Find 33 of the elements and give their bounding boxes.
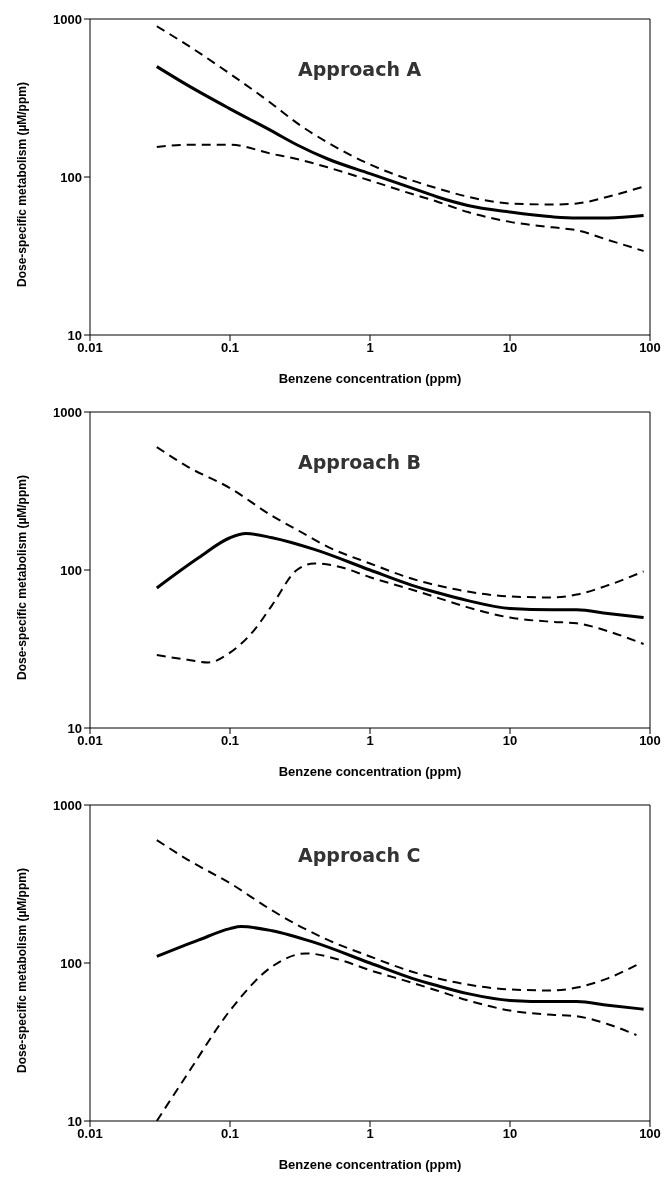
x-tick-label: 1: [366, 1126, 374, 1142]
annotation: Approach B: [298, 451, 422, 473]
annotation: Approach A: [298, 58, 422, 80]
x-tick-label: 10: [502, 340, 518, 356]
y-axis-title: Dose-specific metabolism (µM/ppm): [15, 475, 30, 680]
x-tick-label: 0.1: [220, 340, 240, 356]
x-tick-label: 100: [639, 733, 661, 749]
x-tick-label: 10: [502, 733, 518, 749]
x-tick-label: 0.01: [77, 1126, 103, 1142]
x-tick-label: 0.01: [77, 733, 103, 749]
annotation: Approach C: [298, 844, 421, 866]
x-axis-title: Benzene concentration (ppm): [278, 1157, 462, 1172]
y-tick-label: 1000: [53, 797, 82, 813]
y-axis-title: Dose-specific metabolism (µM/ppm): [15, 82, 30, 287]
y-axis-title: Dose-specific metabolism (µM/ppm): [15, 868, 30, 1073]
x-tick-label: 1: [366, 340, 374, 356]
x-tick-label: 10: [502, 1126, 518, 1142]
x-tick-label: 100: [639, 1126, 661, 1142]
y-tick-label: 10: [67, 720, 82, 736]
x-tick-label: 1: [366, 733, 374, 749]
x-tick-label: 0.01: [77, 340, 103, 356]
y-tick-label: 1000: [53, 11, 82, 27]
y-tick-label: 100: [60, 955, 82, 971]
x-tick-label: 0.1: [220, 733, 240, 749]
y-tick-label: 1000: [53, 404, 82, 420]
x-tick-label: 100: [639, 340, 661, 356]
y-tick-label: 100: [60, 562, 82, 578]
x-axis-title: Benzene concentration (ppm): [278, 371, 462, 386]
y-tick-label: 10: [67, 1113, 82, 1129]
y-tick-label: 100: [60, 169, 82, 185]
y-tick-label: 10: [67, 327, 82, 343]
x-axis-title: Benzene concentration (ppm): [278, 764, 462, 779]
x-tick-label: 0.1: [220, 1126, 240, 1142]
